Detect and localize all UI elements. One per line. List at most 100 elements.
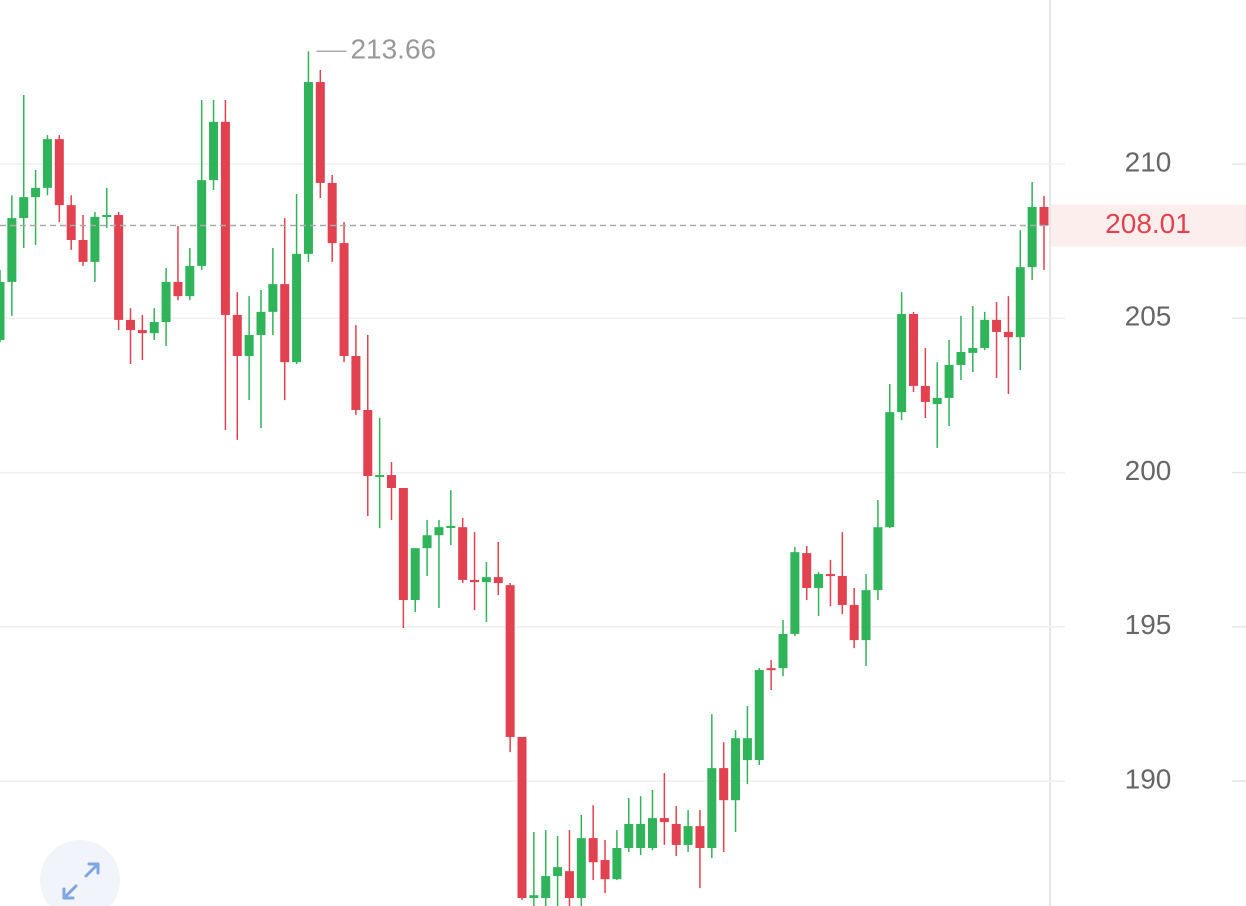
candle-body [588, 838, 598, 863]
candle-body [802, 553, 812, 588]
candle-body [742, 738, 752, 761]
candle-body [517, 736, 527, 898]
candle-body [375, 475, 385, 478]
last-price-label: 208.01 [1105, 208, 1191, 239]
candle-body [553, 867, 563, 877]
candle-body [220, 121, 230, 315]
candle-body [529, 895, 539, 898]
candle-body [695, 826, 705, 849]
candle-body [244, 335, 254, 356]
candle-body [126, 319, 135, 331]
candle-body [1039, 206, 1049, 226]
candle-body [137, 330, 147, 334]
y-tick-label: 210 [1125, 147, 1172, 178]
candle-body [766, 668, 776, 671]
candle-body [968, 347, 978, 353]
candle-body [339, 243, 349, 356]
y-tick-label: 200 [1125, 455, 1172, 486]
candle-body [648, 818, 657, 849]
candle-body [944, 364, 954, 398]
y-tick-label: 205 [1125, 301, 1172, 332]
candle-body [897, 314, 907, 413]
candle-body [185, 265, 195, 297]
candle-body [778, 633, 788, 669]
candle-body [173, 281, 183, 297]
candle-body [268, 284, 278, 312]
candle-body [387, 475, 396, 489]
candle-body [114, 215, 124, 320]
candle-body [232, 314, 242, 356]
candle-body [197, 180, 207, 266]
candle-body [814, 574, 824, 588]
candle-body [719, 768, 729, 801]
candle-body [612, 848, 622, 880]
candle-body [1027, 206, 1037, 268]
candle-body [1015, 267, 1025, 338]
candle-body [54, 139, 64, 206]
candle-body [303, 82, 313, 254]
candle-body [909, 314, 918, 386]
candle-body [849, 604, 859, 641]
candle-body [671, 823, 681, 845]
candle-body [624, 823, 634, 849]
candle-body [885, 412, 895, 528]
expand-button[interactable] [40, 840, 120, 906]
candle-body [161, 281, 171, 323]
candle-body [541, 876, 551, 898]
candle-body [149, 322, 159, 334]
candle-body [209, 121, 219, 181]
candle-body [422, 535, 432, 549]
candle-body [315, 82, 325, 183]
candle-body [636, 823, 646, 849]
candle-body [292, 253, 302, 363]
candle-body [837, 575, 847, 605]
candle-body [7, 218, 17, 282]
candle-body [683, 826, 693, 845]
candle-body [873, 527, 883, 591]
candle-body [410, 548, 420, 600]
candle-body [825, 574, 835, 577]
candle-body [446, 525, 456, 528]
candle-body [920, 385, 930, 402]
candle-body [19, 197, 29, 219]
candle-body [470, 579, 480, 583]
max-label: 213.66 [350, 34, 436, 65]
candle-body [754, 670, 764, 761]
candle-body [256, 311, 266, 336]
candle-body [707, 768, 717, 849]
candle-body [398, 488, 408, 600]
candle-body [790, 552, 800, 634]
y-tick-label: 190 [1125, 763, 1172, 794]
candle-body [932, 397, 942, 405]
candle-body [102, 215, 112, 218]
candle-body [505, 585, 515, 737]
candle-body [659, 818, 669, 823]
candle-body [458, 527, 468, 580]
candle-body [980, 319, 990, 348]
candle-body [1003, 331, 1013, 338]
candle-body [78, 239, 88, 262]
candle-body [280, 284, 290, 363]
expand-bg[interactable] [40, 840, 120, 906]
expand-icon[interactable] [62, 862, 100, 900]
candle-body [434, 527, 444, 536]
candle-body [956, 351, 966, 365]
y-tick-label: 195 [1125, 609, 1172, 640]
candle-body [861, 590, 871, 641]
candle-body [327, 182, 337, 244]
candle-body [66, 205, 76, 240]
candle-body [42, 139, 52, 188]
candle-body [31, 187, 41, 198]
candle-body [0, 281, 5, 340]
candle-body [731, 738, 741, 801]
candle-body [600, 860, 610, 880]
candle-body [363, 409, 373, 476]
last-price-bg [1051, 204, 1246, 247]
candle-body [351, 355, 361, 410]
candle-body [493, 577, 503, 584]
candle-body [992, 319, 1002, 332]
candle-body [90, 216, 100, 262]
candle-body [576, 838, 586, 898]
candle-body [564, 871, 574, 898]
